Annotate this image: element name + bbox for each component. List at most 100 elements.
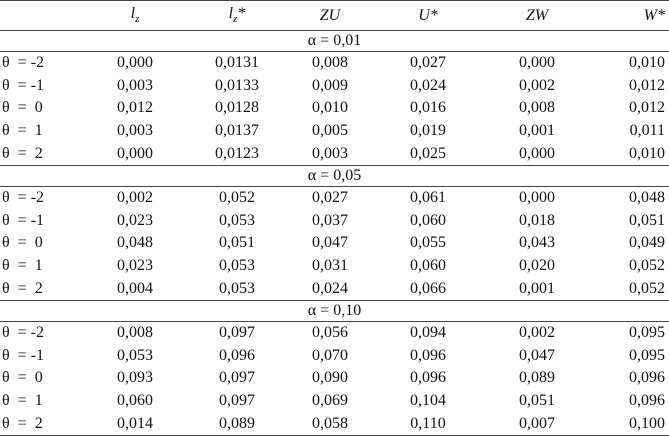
cell: 0,090 [312, 369, 348, 387]
data-row: θ = 2 0,000 0,0123 0,003 0,025 0,000 0,010 [0, 142, 669, 165]
section-row: α = 0,10 [0, 299, 669, 322]
cell: 0,000 [519, 54, 555, 72]
cell: 0,048 [629, 189, 665, 207]
data-row: θ = 1 0,023 0,053 0,031 0,060 0,020 0,052 [0, 255, 669, 278]
section-row: α = 0,05 [0, 164, 669, 187]
row-label: θ = 1 [2, 257, 43, 275]
cell: 0,003 [117, 122, 153, 140]
cell: 0,027 [312, 189, 348, 207]
cell: 0,053 [219, 279, 255, 297]
row-label: θ = 2 [0, 412, 90, 436]
row-label: θ = 1 [2, 392, 43, 410]
data-row: θ = 0 0,012 0,0128 0,010 0,016 0,008 0,012 [0, 97, 669, 120]
row-label: θ = -1 [2, 346, 45, 364]
cell: 0,058 [294, 412, 366, 436]
header-cell: ZU [294, 0, 366, 31]
cell: 0,051 [629, 211, 665, 229]
header-cell [0, 0, 90, 31]
cell: 0,051 [519, 392, 555, 410]
cell: 0,003 [312, 144, 348, 162]
header-subscript: z [233, 13, 238, 26]
data-row: θ = -1 0,003 0,0133 0,009 0,024 0,002 0,012 [0, 75, 669, 98]
cell: 0,020 [519, 257, 555, 275]
cell: 0,0133 [215, 76, 259, 94]
cell: 0,093 [117, 369, 153, 387]
section-label: α = 0,10 [0, 299, 669, 322]
cell: 0,095 [629, 324, 665, 342]
cell: 0,001 [519, 122, 555, 140]
section-row: α = 0,01 [0, 30, 669, 52]
cell: 0,047 [312, 234, 348, 252]
cell: 0,010 [629, 54, 665, 72]
row-label: θ = 0 [2, 369, 43, 387]
cell: 0,012 [629, 99, 665, 117]
cell: 0,100 [584, 412, 669, 436]
row-label: θ = -2 [2, 324, 45, 342]
cell: 0,070 [312, 346, 348, 364]
row-label: θ = 2 [2, 144, 43, 162]
cell: 0,0123 [215, 144, 259, 162]
cell: 0,096 [629, 369, 665, 387]
cell: 0,0137 [215, 122, 259, 140]
cell: 0,024 [312, 279, 348, 297]
cell: 0,061 [410, 189, 446, 207]
header-text: l [130, 5, 136, 23]
row-label: θ = 2 [2, 279, 43, 297]
cell: 0,016 [410, 99, 446, 117]
cell: 0,066 [410, 279, 446, 297]
cell: 0,060 [410, 211, 446, 229]
cell: 0,051 [219, 234, 255, 252]
cell: 0,047 [519, 346, 555, 364]
cell: 0,097 [219, 392, 255, 410]
cell: 0,023 [117, 257, 153, 275]
cell: 0,010 [312, 99, 348, 117]
cell: 0,0131 [215, 54, 259, 72]
header-text: l [228, 5, 234, 23]
cell: 0,004 [117, 279, 153, 297]
data-row: θ = -1 0,023 0,053 0,037 0,060 0,018 0,051 [0, 210, 669, 233]
row-label: θ = 0 [2, 99, 43, 117]
row-label: θ = 0 [2, 234, 43, 252]
header-cell: lz* [180, 0, 294, 31]
data-row: θ = 2 0,014 0,089 0,058 0,110 0,007 0,100 [0, 412, 669, 436]
cell: 0,069 [312, 392, 348, 410]
cell: 0,097 [219, 324, 255, 342]
cell: 0,002 [519, 76, 555, 94]
cell: 0,053 [117, 346, 153, 364]
table-header: lz lz* ZU U* ZW W* [0, 0, 669, 31]
cell: 0,089 [180, 412, 294, 436]
header-cell: W* [584, 0, 669, 31]
cell: 0,011 [629, 122, 665, 140]
data-row: θ = -2 0,000 0,0131 0,008 0,027 0,000 0,010 [0, 52, 669, 75]
data-row: θ = 2 0,004 0,053 0,024 0,066 0,001 0,052 [0, 277, 669, 300]
data-row: θ = 1 0,060 0,097 0,069 0,104 0,051 0,096 [0, 390, 669, 413]
cell: 0,027 [410, 54, 446, 72]
cell: 0,008 [312, 54, 348, 72]
row-label: θ = -1 [2, 76, 45, 94]
cell: 0,003 [117, 76, 153, 94]
cell: 0,049 [629, 234, 665, 252]
cell: 0,024 [410, 76, 446, 94]
cell: 0,094 [410, 324, 446, 342]
row-label: θ = 1 [2, 122, 43, 140]
cell: 0,097 [219, 369, 255, 387]
header-text: W* [643, 6, 665, 24]
cell: 0,055 [410, 234, 446, 252]
cell: 0,009 [312, 76, 348, 94]
table-body: α = 0,01 θ = -2 0,000 0,0131 0,008 0,027 0,000… [0, 30, 669, 436]
cell: 0,043 [519, 234, 555, 252]
data-row: θ = 0 0,048 0,051 0,047 0,055 0,043 0,049 [0, 232, 669, 255]
header-text: ZU [319, 6, 341, 24]
row-label: θ = -1 [2, 211, 45, 229]
cell: 0,096 [629, 392, 665, 410]
section-label: α = 0,01 [0, 30, 669, 52]
cell: 0,008 [519, 99, 555, 117]
cell: 0,005 [312, 122, 348, 140]
cell: 0,023 [117, 211, 153, 229]
data-row: θ = 0 0,093 0,097 0,090 0,096 0,089 0,096 [0, 367, 669, 390]
cell: 0,052 [629, 257, 665, 275]
cell: 0,007 [490, 412, 584, 436]
header-row: lz lz* ZU U* ZW W* [0, 0, 669, 31]
